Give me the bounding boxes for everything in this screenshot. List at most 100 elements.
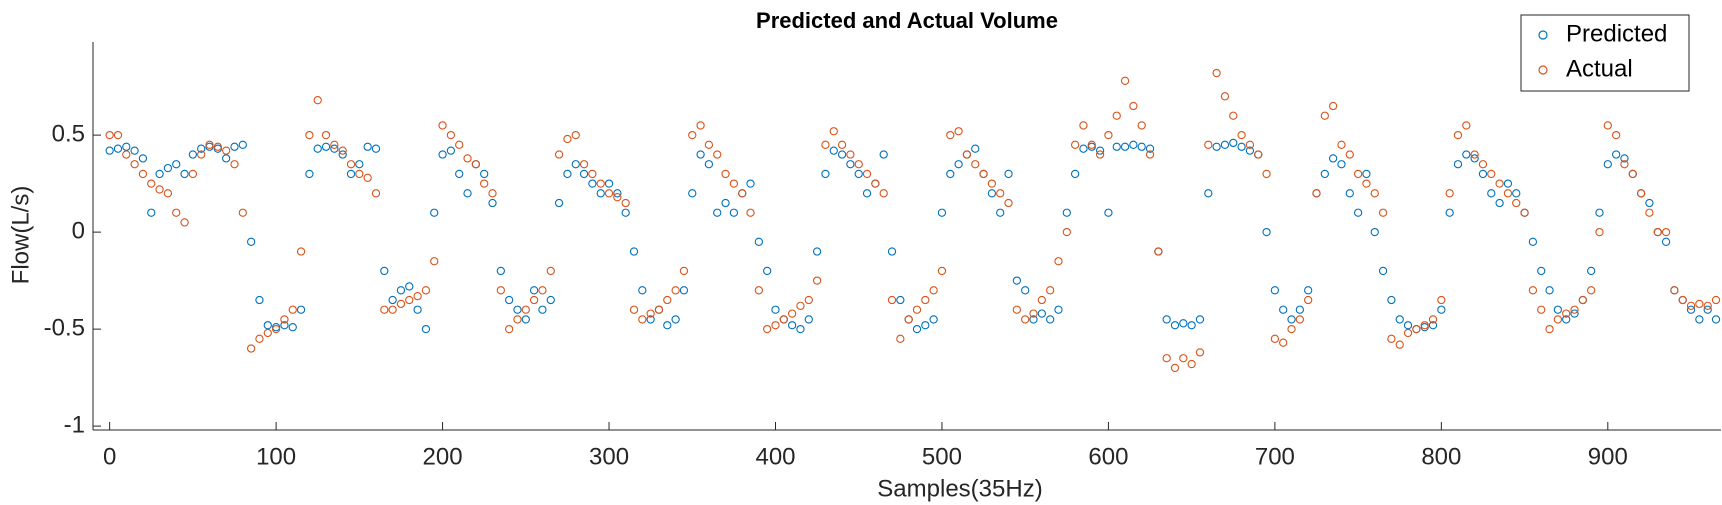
point (471, 160, 481, 169)
point (1553, 315, 1563, 324)
point (1004, 169, 1013, 179)
point (1270, 334, 1280, 343)
point (1587, 266, 1596, 276)
point (163, 163, 173, 173)
point (130, 146, 139, 155)
point (1620, 160, 1629, 169)
point (654, 305, 664, 314)
point (1087, 140, 1096, 149)
point (463, 154, 472, 163)
point (1204, 189, 1213, 198)
point (371, 189, 381, 198)
point (355, 169, 364, 179)
point (1162, 315, 1171, 324)
point (1595, 208, 1604, 217)
point (1229, 138, 1238, 148)
point (1304, 286, 1313, 295)
legend-label: Predicted (1566, 20, 1667, 47)
point (1562, 315, 1571, 324)
point (1453, 130, 1463, 140)
point (529, 286, 539, 295)
point (787, 309, 797, 318)
point (1711, 295, 1721, 305)
point (688, 130, 697, 140)
point (1470, 150, 1479, 159)
point (1470, 154, 1479, 163)
point (1187, 321, 1196, 330)
point (388, 305, 397, 314)
point (1129, 140, 1138, 149)
point (1487, 189, 1496, 198)
point (571, 130, 580, 140)
point (1495, 198, 1504, 208)
point (804, 315, 813, 324)
point (1229, 111, 1238, 120)
point (230, 160, 239, 169)
point (579, 169, 589, 179)
point (1012, 305, 1022, 314)
point (1345, 150, 1354, 159)
point (222, 146, 231, 155)
point (1137, 142, 1146, 151)
point (837, 150, 847, 159)
point (1645, 198, 1654, 208)
point (371, 144, 381, 153)
point (1462, 150, 1471, 159)
point (929, 315, 938, 324)
point (305, 130, 314, 140)
x-tick-label: 500 (922, 443, 962, 470)
point (563, 169, 572, 179)
point (1695, 299, 1704, 309)
point (1445, 208, 1454, 217)
point (180, 218, 189, 227)
point (1179, 319, 1188, 328)
point (105, 146, 114, 155)
chart-title: Predicted and Actual Volume (756, 8, 1058, 33)
point (1112, 111, 1121, 120)
point (205, 140, 214, 149)
point (1528, 286, 1538, 295)
point (163, 189, 173, 198)
point (837, 140, 847, 149)
point (405, 282, 414, 291)
point (421, 286, 431, 295)
point (1004, 198, 1013, 208)
point (796, 324, 805, 334)
point (1370, 227, 1379, 237)
point (738, 189, 747, 198)
point (704, 140, 714, 149)
point (438, 150, 447, 159)
point (1537, 266, 1546, 276)
point (1162, 354, 1171, 363)
point (604, 179, 614, 188)
point (197, 150, 206, 159)
point (638, 286, 647, 295)
x-tick-label: 900 (1588, 443, 1628, 470)
point (588, 179, 597, 188)
x-tick-label: 600 (1088, 443, 1128, 470)
point (829, 127, 838, 136)
point (313, 96, 322, 105)
point (746, 179, 755, 188)
point (1179, 354, 1188, 363)
point (230, 142, 239, 151)
point (380, 266, 389, 276)
point (1295, 305, 1305, 314)
point (1370, 189, 1379, 198)
point (721, 198, 730, 208)
point (296, 305, 306, 314)
point (1653, 227, 1662, 237)
point (1378, 208, 1388, 217)
point (172, 208, 181, 217)
point (862, 189, 872, 198)
point (1437, 305, 1446, 314)
point (971, 160, 980, 169)
point (879, 150, 888, 159)
point (812, 276, 822, 285)
point (271, 324, 281, 334)
point (1120, 142, 1130, 151)
point (155, 185, 164, 194)
point (1245, 140, 1255, 149)
point (1703, 301, 1712, 310)
point (421, 324, 431, 334)
